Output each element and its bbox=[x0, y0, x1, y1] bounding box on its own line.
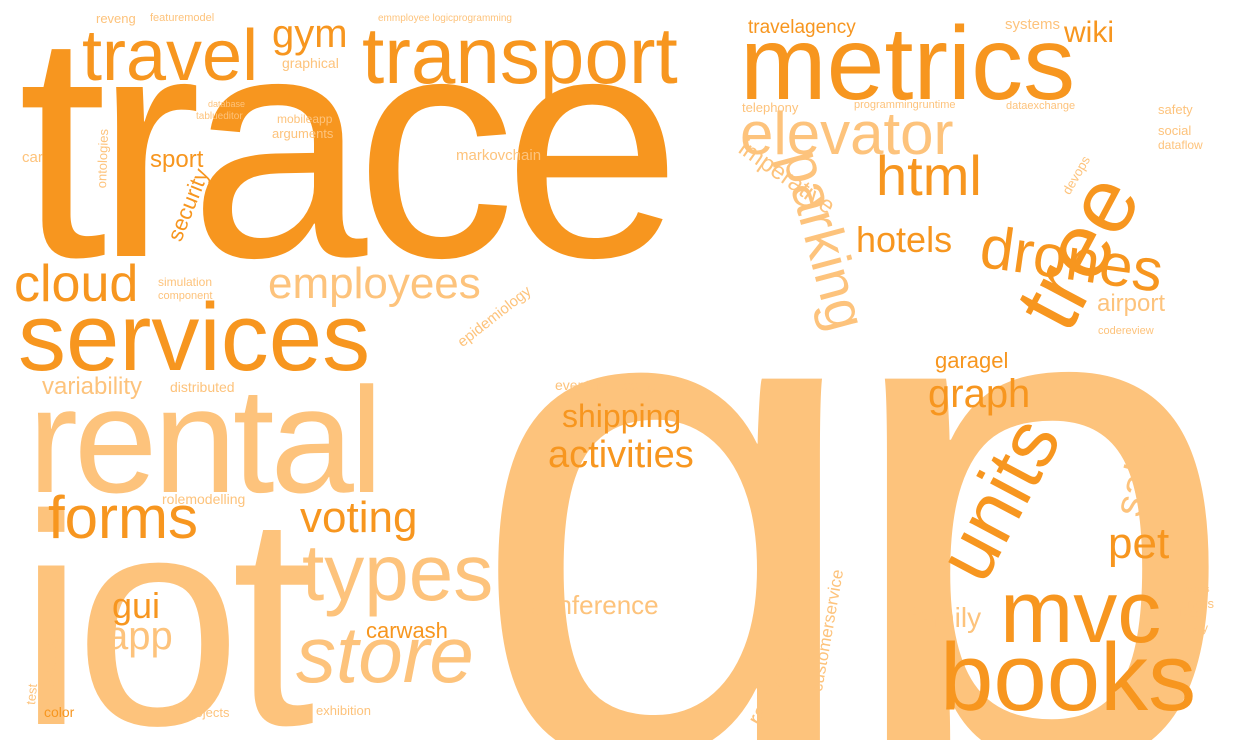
word-airport: airport bbox=[1097, 290, 1166, 317]
word-graphical: graphical bbox=[282, 55, 339, 71]
word-safety: safety bbox=[1158, 102, 1193, 117]
word-books: books bbox=[940, 624, 1197, 731]
word-activities: activities bbox=[548, 434, 694, 476]
word-mobileapp: mobileapp bbox=[277, 112, 333, 126]
word-employees: employees bbox=[268, 259, 481, 308]
word-social: social bbox=[1158, 123, 1192, 138]
word-arguments: arguments bbox=[272, 126, 334, 141]
word-services: services bbox=[18, 284, 371, 391]
word-graph: graph bbox=[928, 372, 1031, 416]
word-featuremodel: featuremodel bbox=[150, 12, 215, 24]
word-projects: projects bbox=[184, 705, 230, 720]
word-sport: sport bbox=[150, 146, 204, 173]
word-dataexchange: dataexchange bbox=[1006, 100, 1076, 112]
word-voting: voting bbox=[300, 493, 418, 542]
word-distributed: distributed bbox=[170, 379, 235, 395]
word-hotels: hotels bbox=[856, 219, 953, 260]
word-test: test bbox=[23, 683, 41, 706]
word-rental: rental bbox=[28, 356, 383, 524]
word-mvc: mvc bbox=[1000, 562, 1162, 661]
word-pet: pet bbox=[1108, 519, 1170, 568]
word-travel: travel bbox=[82, 16, 259, 96]
word-types: types bbox=[302, 528, 494, 617]
word-app: app bbox=[106, 614, 173, 658]
word-eventprocessing: eventprocessing bbox=[555, 377, 657, 393]
word-emmployee-logicprogramming: emmployee logicprogramming bbox=[378, 13, 512, 24]
word-codereview: codereview bbox=[1098, 325, 1154, 337]
word-family: family bbox=[908, 602, 982, 633]
word-transport: transport bbox=[362, 11, 678, 100]
word-wiki: wiki bbox=[1064, 16, 1114, 49]
word-markovchain: markovchain bbox=[456, 147, 542, 164]
word-travelagency: travelagency bbox=[748, 17, 856, 38]
word-elevator: elevator bbox=[740, 100, 954, 167]
word-trace: trace bbox=[18, 0, 681, 324]
word-forms: forms bbox=[48, 484, 198, 551]
word-shipping: shipping bbox=[562, 398, 682, 434]
word-metrics: metrics bbox=[740, 6, 1076, 122]
word-iot: iot bbox=[18, 452, 315, 740]
word-gpl: gpl bbox=[468, 107, 1246, 740]
word-gym: gym bbox=[272, 12, 348, 56]
word-garagel: garagel bbox=[935, 348, 1009, 373]
word-dataflow: dataflow bbox=[1158, 138, 1203, 152]
word-blog: blog bbox=[1180, 608, 1201, 620]
word-color: color bbox=[44, 704, 75, 720]
word-html: html bbox=[876, 144, 982, 207]
word-ontologies: ontologies bbox=[94, 128, 112, 189]
word-variability: variability bbox=[42, 373, 143, 400]
word-telephony: telephony bbox=[742, 100, 799, 115]
word-events: events bbox=[1183, 584, 1210, 594]
word-database: database bbox=[208, 99, 246, 109]
word-reveng: reveng bbox=[96, 11, 136, 26]
word-car: car bbox=[22, 149, 43, 166]
word-store: store bbox=[296, 610, 474, 699]
word-exhibition: exhibition bbox=[316, 703, 371, 718]
word-cloud-text: cloud bbox=[14, 255, 139, 313]
word-errors: errors bbox=[1180, 596, 1214, 611]
word-systems: systems bbox=[1005, 16, 1061, 33]
word-query: query bbox=[1178, 621, 1209, 635]
word-component: component bbox=[158, 290, 213, 302]
word-gui: gui bbox=[112, 585, 161, 626]
word-tablueditor: tablueditor bbox=[196, 111, 243, 122]
word-carwash: carwash bbox=[366, 618, 448, 643]
word-simulation: simulation bbox=[158, 275, 213, 289]
word-programmingruntime: programmingruntime bbox=[854, 99, 956, 111]
word-conference: conference bbox=[530, 590, 659, 620]
word-rolemodelling: rolemodelling bbox=[162, 491, 246, 507]
